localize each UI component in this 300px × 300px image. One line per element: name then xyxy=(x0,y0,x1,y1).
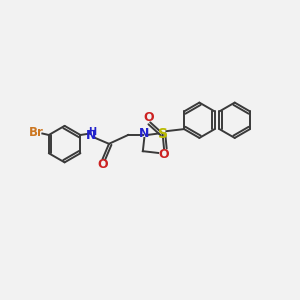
Text: O: O xyxy=(97,158,108,171)
Text: O: O xyxy=(144,111,154,124)
Text: Br: Br xyxy=(29,126,44,139)
Text: N: N xyxy=(85,129,96,142)
Text: N: N xyxy=(139,127,149,140)
Text: H: H xyxy=(88,127,96,137)
Text: S: S xyxy=(158,127,168,140)
Text: O: O xyxy=(159,148,170,160)
